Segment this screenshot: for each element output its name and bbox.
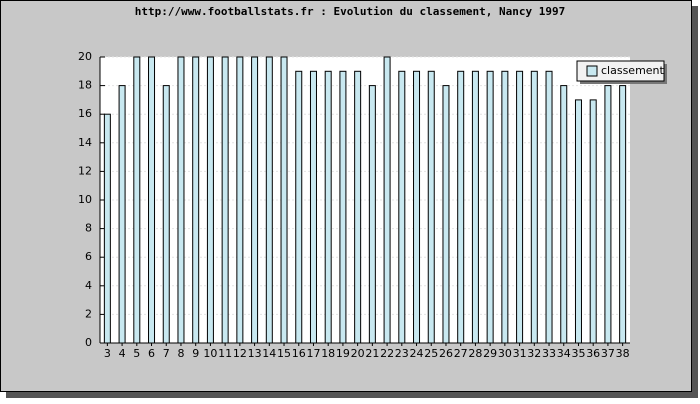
y-tick-label: 0 xyxy=(85,336,92,349)
x-tick-label: 14 xyxy=(262,347,276,360)
x-tick-label: 6 xyxy=(148,347,155,360)
x-tick-label: 23 xyxy=(395,347,409,360)
x-tick-label: 16 xyxy=(292,347,306,360)
bar xyxy=(427,70,435,344)
x-tick-label: 11 xyxy=(218,347,232,360)
bar xyxy=(383,56,391,344)
bar xyxy=(604,85,612,344)
x-tick-label: 31 xyxy=(513,347,527,360)
bar xyxy=(280,56,288,344)
bar xyxy=(619,85,627,344)
x-tick-label: 27 xyxy=(454,347,468,360)
bar xyxy=(118,85,126,344)
bar xyxy=(192,56,200,344)
y-tick-label: 18 xyxy=(78,79,92,92)
x-tick-label: 38 xyxy=(616,347,630,360)
x-tick-label: 36 xyxy=(586,347,600,360)
x-tick-label: 34 xyxy=(557,347,571,360)
x-tick-label: 37 xyxy=(601,347,615,360)
x-tick-label: 19 xyxy=(336,347,350,360)
bar xyxy=(339,70,347,344)
chart-title: http://www.footballstats.fr : Evolution … xyxy=(135,5,565,18)
x-tick-label: 13 xyxy=(248,347,262,360)
y-tick-label: 16 xyxy=(78,107,92,120)
bar xyxy=(133,56,141,344)
bar xyxy=(221,56,229,344)
bar xyxy=(530,70,538,344)
y-tick-label: 6 xyxy=(85,250,92,263)
y-tick-label: 10 xyxy=(78,193,92,206)
x-tick-label: 29 xyxy=(483,347,497,360)
y-tick-label: 4 xyxy=(85,279,92,292)
bar xyxy=(545,70,553,344)
legend-box xyxy=(576,60,665,82)
x-tick-label: 24 xyxy=(410,347,424,360)
bar xyxy=(457,70,465,344)
y-tick-label: 8 xyxy=(85,222,92,235)
y-tick-label: 2 xyxy=(85,307,92,320)
bar xyxy=(148,56,156,344)
bar xyxy=(589,99,597,344)
x-tick-label: 21 xyxy=(365,347,379,360)
x-tick-label: 26 xyxy=(439,347,453,360)
bar xyxy=(354,70,362,344)
x-tick-label: 35 xyxy=(571,347,585,360)
bar xyxy=(442,85,450,344)
bar xyxy=(516,70,524,344)
bar xyxy=(471,70,479,344)
bar xyxy=(486,70,494,344)
bar xyxy=(206,56,214,344)
bar xyxy=(501,70,509,344)
x-tick-label: 33 xyxy=(542,347,556,360)
bar xyxy=(265,56,273,344)
y-tick-label: 12 xyxy=(78,164,92,177)
bar xyxy=(398,70,406,344)
bar xyxy=(236,56,244,344)
x-tick-label: 32 xyxy=(527,347,541,360)
bar xyxy=(162,85,170,344)
x-tick-label: 20 xyxy=(351,347,365,360)
x-tick-label: 30 xyxy=(498,347,512,360)
y-tick-label: 14 xyxy=(78,136,92,149)
bar xyxy=(560,85,568,344)
bar xyxy=(324,70,332,344)
bar xyxy=(368,85,376,344)
x-tick-label: 3 xyxy=(104,347,111,360)
x-tick-label: 7 xyxy=(163,347,170,360)
x-tick-label: 15 xyxy=(277,347,291,360)
legend-label: classement xyxy=(601,64,665,77)
x-tick-label: 25 xyxy=(424,347,438,360)
y-tick-label: 20 xyxy=(78,50,92,63)
bar xyxy=(295,70,303,344)
x-tick-label: 9 xyxy=(192,347,199,360)
x-tick-label: 5 xyxy=(133,347,140,360)
bar xyxy=(574,99,582,344)
bar xyxy=(309,70,317,344)
bar xyxy=(413,70,421,344)
x-tick-label: 8 xyxy=(177,347,184,360)
bar xyxy=(251,56,259,344)
x-tick-label: 10 xyxy=(203,347,217,360)
x-tick-label: 22 xyxy=(380,347,394,360)
x-tick-label: 12 xyxy=(233,347,247,360)
x-tick-label: 4 xyxy=(119,347,126,360)
bar xyxy=(177,56,185,344)
x-tick-label: 17 xyxy=(306,347,320,360)
bar xyxy=(103,113,111,344)
legend-swatch xyxy=(586,65,598,77)
x-tick-label: 18 xyxy=(321,347,335,360)
x-tick-label: 28 xyxy=(468,347,482,360)
